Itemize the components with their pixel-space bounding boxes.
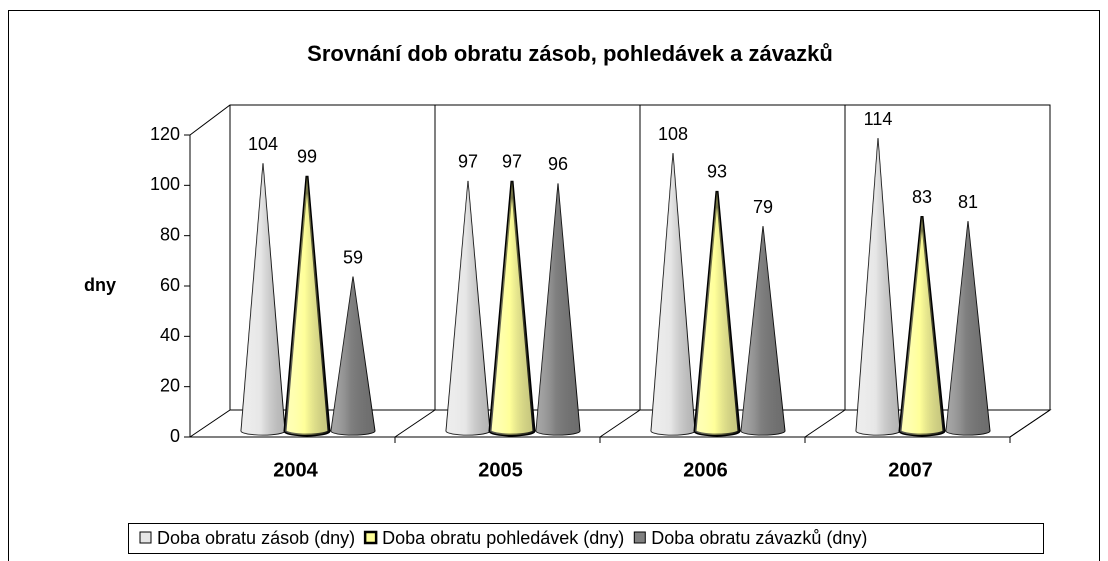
cone-shade xyxy=(490,180,534,435)
value-label: 97 xyxy=(502,152,522,172)
cone-shade xyxy=(900,216,944,435)
legend-label: Doba obratu závazků (dny) xyxy=(651,528,867,548)
x-tick-label: 2006 xyxy=(683,459,728,481)
y-tick-label: 120 xyxy=(150,124,180,144)
value-label: 83 xyxy=(912,187,932,207)
floor-tick xyxy=(599,409,641,438)
y-axis-label: dny xyxy=(84,275,116,295)
value-label: 79 xyxy=(753,197,773,217)
value-label: 93 xyxy=(707,162,727,182)
y-tick-label: 20 xyxy=(160,375,180,395)
legend-label: Doba obratu zásob (dny) xyxy=(157,528,355,548)
value-label: 97 xyxy=(458,152,478,172)
x-tick-label: 2007 xyxy=(888,459,933,481)
y-tick-label: 40 xyxy=(160,325,180,345)
cone-shade xyxy=(695,190,739,435)
legend-swatch xyxy=(633,531,646,544)
cone-shade xyxy=(331,276,375,435)
legend-swatch xyxy=(363,530,378,545)
floor-tick xyxy=(804,409,846,438)
cone-shade xyxy=(741,226,785,435)
value-label: 108 xyxy=(658,124,688,144)
floor-tick xyxy=(394,409,436,438)
cone-shade xyxy=(946,221,990,435)
cone-shade xyxy=(241,163,285,435)
floor-tick xyxy=(1009,409,1051,438)
value-label: 96 xyxy=(548,154,568,174)
legend-label: Doba obratu pohledávek (dny) xyxy=(382,528,624,548)
cone-shade xyxy=(856,138,900,435)
legend-swatch xyxy=(139,531,152,544)
y-tick-label: 80 xyxy=(160,224,180,244)
cone-shade xyxy=(446,180,490,435)
cone-shade xyxy=(651,153,695,435)
value-label: 114 xyxy=(864,109,893,129)
value-label: 99 xyxy=(297,147,317,167)
legend-box xyxy=(128,523,1044,554)
y-tick-label: 0 xyxy=(170,426,180,446)
value-label: 81 xyxy=(958,192,978,212)
value-label: 104 xyxy=(248,134,278,154)
cone-shade xyxy=(536,183,580,435)
value-label: 59 xyxy=(343,247,363,267)
x-tick-label: 2005 xyxy=(478,459,523,481)
cone-shade xyxy=(285,175,329,435)
x-tick-label: 2004 xyxy=(273,459,318,481)
y-tick-label: 60 xyxy=(160,275,180,295)
chart-title: Srovnání dob obratu zásob, pohledávek a … xyxy=(307,41,833,66)
y-tick-label: 100 xyxy=(150,174,180,194)
